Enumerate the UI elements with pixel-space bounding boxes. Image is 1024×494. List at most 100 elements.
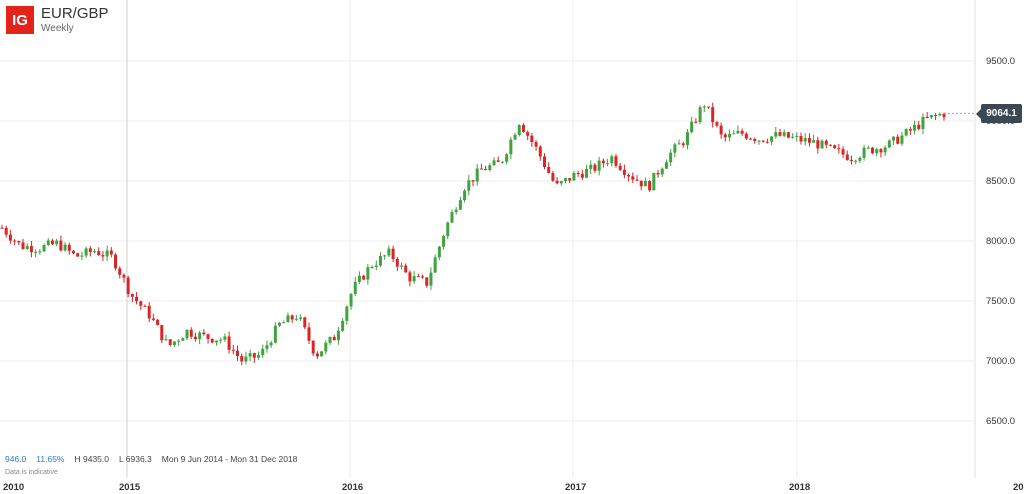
- candle-body: [627, 174, 631, 177]
- candle-body: [749, 138, 753, 140]
- candle-body: [765, 141, 769, 143]
- candle-body: [711, 107, 715, 123]
- candle-body: [172, 341, 176, 345]
- candle-body: [475, 168, 479, 182]
- candle-body: [421, 276, 425, 278]
- candle-body: [694, 121, 698, 123]
- candle-body: [791, 136, 795, 138]
- candle-body: [17, 241, 21, 243]
- candle-body: [484, 169, 488, 171]
- candle-body: [177, 340, 181, 342]
- candle-body: [122, 274, 126, 278]
- candle-body: [761, 140, 765, 142]
- candle-body: [917, 124, 921, 129]
- candle-body: [34, 251, 38, 253]
- candle-body: [362, 275, 366, 280]
- candle-body: [299, 317, 303, 319]
- stats-bar: 946.0 11.65% H 9435.0 L 6936.3 Mon 9 Jun…: [5, 454, 297, 464]
- candle-body: [328, 337, 332, 343]
- candle-body: [648, 181, 652, 191]
- candle-body: [59, 240, 63, 251]
- candle-body: [63, 244, 67, 251]
- candle-body: [614, 156, 618, 166]
- candle-body: [913, 124, 917, 131]
- candle-body: [896, 136, 900, 144]
- candle-body: [269, 342, 273, 346]
- candle-body: [450, 212, 454, 223]
- candle-body: [118, 268, 122, 275]
- x-tick-label: 2010: [3, 482, 24, 493]
- candle-body: [446, 222, 450, 237]
- candle-body: [227, 336, 231, 350]
- candle-body: [198, 332, 202, 340]
- candle-body: [290, 315, 294, 320]
- candle-body: [349, 294, 353, 307]
- candle-body: [593, 164, 597, 171]
- candle-body: [13, 240, 17, 242]
- candle-body: [147, 305, 151, 319]
- candle-body: [341, 320, 345, 331]
- candle-body: [753, 138, 757, 142]
- candle-body: [778, 132, 782, 136]
- candle-body: [378, 255, 382, 266]
- candle-body: [400, 265, 404, 267]
- candle-body: [126, 277, 130, 295]
- indicative-note: Data is indicative: [5, 469, 58, 476]
- candle-body: [534, 142, 538, 147]
- candle-body: [833, 145, 837, 149]
- x-tick-label: 2018: [789, 482, 810, 493]
- candle-body: [408, 272, 412, 282]
- candle-body: [231, 349, 235, 351]
- candle-body: [559, 181, 563, 184]
- date-range: Mon 9 Jun 2014 - Mon 31 Dec 2018: [161, 454, 298, 464]
- candle-body: [248, 353, 252, 357]
- candle-body: [479, 168, 483, 170]
- candle-body: [488, 165, 492, 170]
- candle-body: [547, 166, 551, 173]
- candle-body: [841, 149, 845, 155]
- candle-body: [719, 125, 723, 135]
- candle-body: [236, 350, 239, 357]
- candle-body: [858, 157, 862, 161]
- candle-body: [698, 107, 702, 123]
- candle-body: [837, 148, 841, 150]
- candle-body: [294, 318, 298, 320]
- candle-body: [214, 340, 218, 343]
- candle-body: [643, 181, 647, 187]
- candle-body: [29, 246, 33, 253]
- candle-body: [303, 317, 307, 328]
- candle-body: [25, 246, 29, 249]
- candle-body: [219, 339, 223, 341]
- candle-body: [55, 240, 59, 245]
- candle-body: [442, 236, 446, 247]
- candle-body: [412, 276, 416, 282]
- candle-body: [513, 134, 517, 140]
- candle-body: [921, 116, 925, 129]
- candle-body: [84, 248, 88, 256]
- candle-body: [471, 180, 475, 182]
- candle-body: [606, 163, 610, 165]
- candle-body: [736, 130, 740, 134]
- candle-body: [139, 301, 143, 306]
- candle-body: [353, 281, 357, 295]
- candle-body: [320, 351, 324, 357]
- candle-body: [366, 267, 370, 280]
- candle-body: [812, 140, 816, 143]
- candle-body: [151, 318, 155, 320]
- candle-body: [437, 246, 441, 258]
- candle-body: [715, 122, 719, 126]
- candle-body: [555, 180, 559, 184]
- candle-body: [929, 114, 933, 118]
- candle-body: [509, 139, 513, 155]
- candle-body: [500, 161, 504, 163]
- candle-body: [71, 250, 75, 254]
- candle-body: [564, 178, 568, 182]
- candle-body: [871, 147, 875, 154]
- ig-logo: IG: [6, 6, 34, 34]
- candle-body: [795, 135, 799, 137]
- candle-body: [723, 134, 727, 138]
- candle-body: [854, 160, 858, 162]
- candle-body: [904, 129, 908, 136]
- candle-body: [467, 180, 471, 191]
- candle-body: [357, 275, 361, 282]
